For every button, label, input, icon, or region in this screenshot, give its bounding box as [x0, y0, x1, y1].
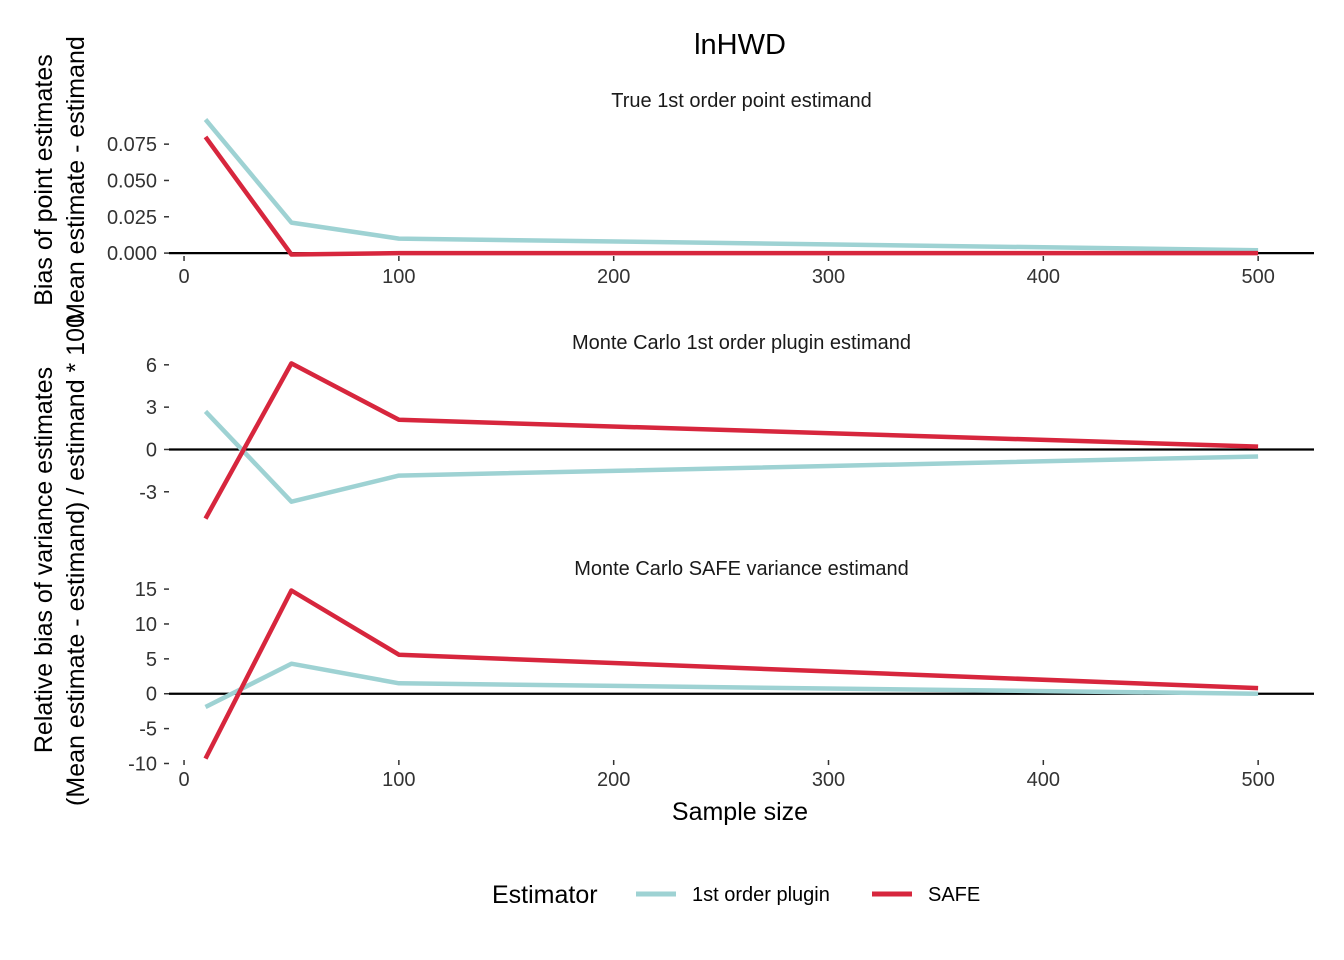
x-axis-title: Sample size: [672, 798, 808, 826]
panels: True 1st order point estimand 0.000 0.025 0…: [107, 90, 1314, 791]
panel-1-ytick-label: 0.075: [107, 134, 157, 156]
panel-2-ytick-label: 0: [146, 439, 157, 461]
panel-1-xtick-label: 100: [382, 266, 415, 288]
panel-3-ytick-label: -10: [128, 753, 157, 775]
panel-3-subtitle: Monte Carlo SAFE variance estimand: [574, 558, 909, 580]
panel-1: True 1st order point estimand 0.000 0.025 0…: [107, 90, 1314, 288]
panel-1-subtitle: True 1st order point estimand: [611, 90, 872, 112]
panel-3-ytick-label: 0: [146, 684, 157, 706]
panel-3-xtick-label: 400: [1027, 769, 1060, 791]
legend: Estimator 1st order plugin SAFE: [492, 881, 980, 909]
panel-1-xtick-label: 200: [597, 266, 630, 288]
panel-3-xtick-label: 100: [382, 769, 415, 791]
panel-1-series-plugin: [203, 118, 1259, 253]
panel-1-ytick-label: 0.025: [107, 207, 157, 229]
panel-2-ytick-label: 6: [146, 355, 157, 377]
panel-3-ytick-label: 10: [135, 614, 157, 636]
panel-3-ytick-label: -5: [139, 719, 157, 741]
panel-2: Monte Carlo 1st order plugin estimand -3 0…: [139, 332, 1314, 520]
panel-2-series-safe: [203, 361, 1259, 520]
panel-1-ytick-label: 0.050: [107, 170, 157, 192]
panel-3-series-plugin: [204, 661, 1259, 710]
legend-label-safe: SAFE: [928, 884, 980, 906]
panel-3-xtick-label: 200: [597, 769, 630, 791]
panel-2-ytick-label: -3: [139, 482, 157, 504]
legend-label-plugin: 1st order plugin: [692, 884, 830, 906]
panel-2-subtitle: Monte Carlo 1st order plugin estimand: [572, 332, 911, 354]
panel-1-xtick-label: 500: [1241, 266, 1274, 288]
panel-3-ytick-label: 15: [135, 579, 157, 601]
panel-1-xtick-label: 0: [178, 266, 189, 288]
panel-1-xtick-label: 300: [812, 266, 845, 288]
chart-title: lnHWD: [694, 29, 786, 61]
y-axis-title-bottom-line2: (Mean estimate - estimand) / estimand * …: [62, 314, 90, 806]
panel-3-xtick-label: 500: [1241, 769, 1274, 791]
panel-3-xtick-label: 300: [812, 769, 845, 791]
legend-title: Estimator: [492, 881, 598, 909]
panel-1-xtick-label: 400: [1027, 266, 1060, 288]
panel-3: Monte Carlo SAFE variance estimand -10 -5 0…: [128, 558, 1314, 791]
panel-1-series-safe: [203, 135, 1259, 257]
panel-1-ytick-label: 0.000: [107, 243, 157, 265]
panel-2-series-plugin: [203, 409, 1259, 504]
panel-3-series-safe: [203, 588, 1259, 760]
y-axis-title-top-line1: Bias of point estimates: [30, 54, 58, 306]
panel-3-ytick-label: 5: [146, 649, 157, 671]
panel-2-ytick-label: 3: [146, 397, 157, 419]
y-axis-title-bottom-line1: Relative bias of variance estimates: [30, 367, 58, 753]
panel-3-xtick-label: 0: [178, 769, 189, 791]
y-axis-title-top-line2: Mean estimate - estimand: [62, 36, 90, 324]
